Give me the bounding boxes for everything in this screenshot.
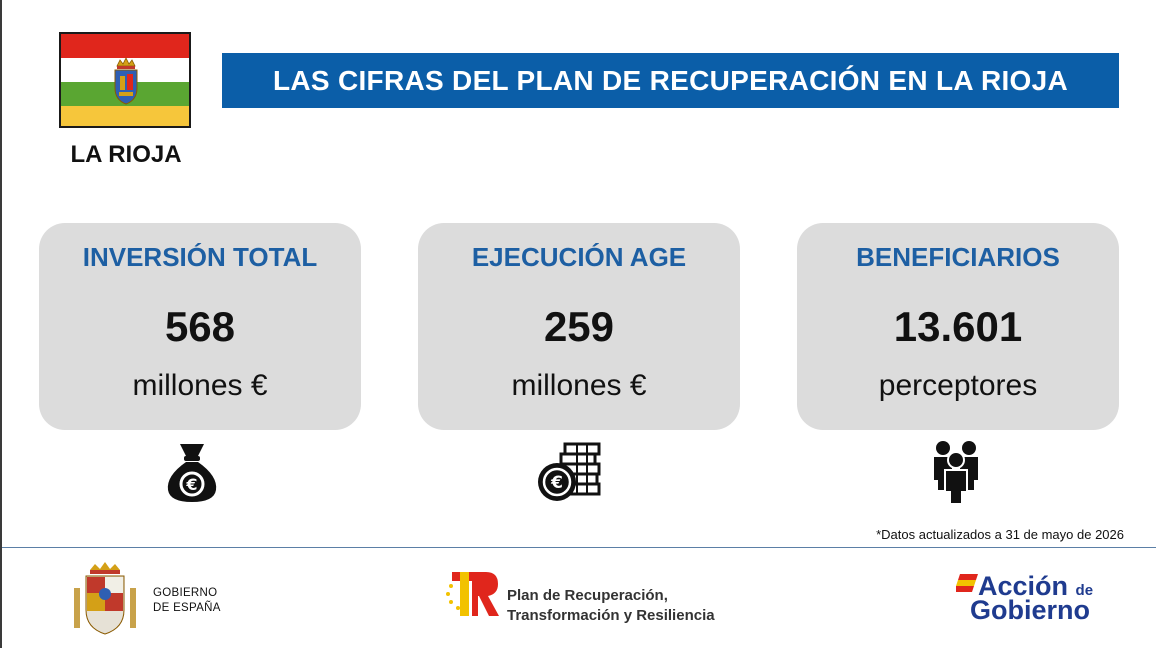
people-group-icon (924, 440, 994, 506)
plan-recuperacion-logo: Plan de Recuperación, Transformación y R… (442, 560, 742, 640)
card-unit: perceptores (878, 369, 1038, 402)
tr-logo-icon (446, 572, 499, 616)
card-value: 568 (164, 303, 236, 350)
card-title: EJECUCIÓN AGE (471, 242, 687, 272)
card-title: INVERSIÓN TOTAL (82, 242, 318, 272)
stat-card-ejecucion-age: EJECUCIÓN AGE 259 millones € (418, 223, 740, 430)
coins-stack-icon: € (537, 440, 607, 506)
gobierno-word: Gobierno (970, 595, 1090, 625)
gobierno-espana-logo: GOBIERNO DE ESPAÑA (70, 560, 240, 640)
coat-of-arms-icon (114, 57, 138, 105)
card-unit: millones € (511, 369, 647, 402)
accion-de-gobierno-logo: Acción de Gobierno (954, 560, 1114, 640)
stat-card-inversion-total: INVERSIÓN TOTAL 568 millones € (39, 223, 361, 430)
gobierno-line2: DE ESPAÑA (153, 602, 221, 614)
accion-de-word: de (1075, 582, 1094, 599)
card-value: 259 (543, 303, 615, 350)
stat-card-beneficiarios: BENEFICIARIOS 13.601 perceptores (797, 223, 1119, 430)
card-title: BENEFICIARIOS (856, 242, 1060, 272)
spain-coat-of-arms-icon (74, 562, 136, 635)
page-title: LAS CIFRAS DEL PLAN DE RECUPERACIÓN EN L… (222, 53, 1119, 108)
card-value: 13.601 (893, 303, 1023, 350)
svg-text:€: € (185, 475, 197, 494)
region-name: LA RIOJA (70, 141, 182, 168)
plan-line1: Plan de Recuperación, (507, 587, 668, 604)
svg-text:€: € (550, 473, 563, 493)
data-update-note: *Datos actualizados a 31 de mayo de 2026 (876, 527, 1124, 542)
accion-word: Acción (978, 571, 1069, 601)
money-bag-icon: € (162, 440, 232, 506)
spain-flag-stripe-icon (956, 574, 978, 592)
gobierno-line1: GOBIERNO (153, 587, 218, 599)
la-rioja-flag (59, 32, 191, 128)
footer-divider (2, 547, 1156, 548)
card-unit: millones € (132, 369, 268, 402)
plan-line2: Transformación y Resiliencia (507, 607, 715, 624)
